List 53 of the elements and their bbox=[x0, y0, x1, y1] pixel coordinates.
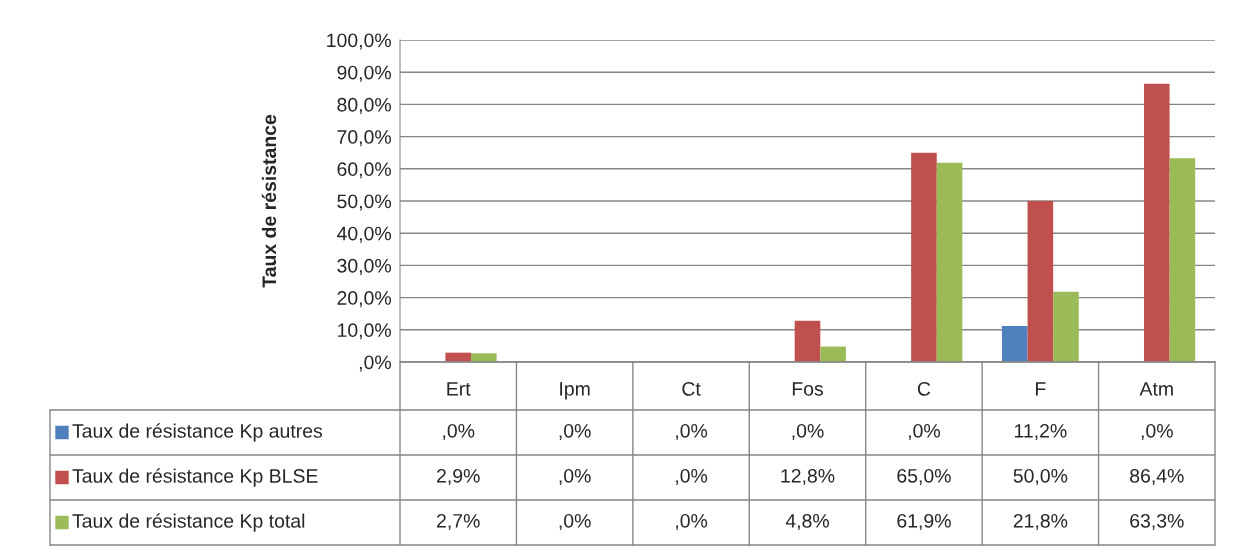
data-label: ,0% bbox=[908, 423, 940, 441]
data-label: ,0% bbox=[443, 423, 475, 441]
bar bbox=[1169, 158, 1196, 362]
data-label: 12,8% bbox=[781, 468, 835, 486]
bar bbox=[1143, 83, 1170, 362]
y-tick-label: 90,0% bbox=[337, 65, 391, 82]
y-tick-label: 60,0% bbox=[337, 162, 391, 179]
x-tick-label: Ct bbox=[682, 381, 701, 396]
data-label: 50,0% bbox=[1013, 468, 1068, 486]
y-tick-label: 50,0% bbox=[337, 194, 391, 211]
data-label: ,0% bbox=[792, 423, 824, 441]
y-tick-label: 70,0% bbox=[337, 130, 391, 147]
data-label: 2,9% bbox=[437, 468, 480, 486]
bar bbox=[820, 346, 846, 362]
x-tick-label: Atm bbox=[1139, 382, 1173, 396]
data-label: 86,4% bbox=[1130, 468, 1184, 486]
data-label: ,0% bbox=[559, 423, 591, 441]
y-tick-label: 10,0% bbox=[338, 323, 391, 340]
data-label: 65,0% bbox=[897, 468, 951, 486]
legend-label: Taux de résistance Kp BLSE bbox=[72, 468, 318, 487]
bar bbox=[911, 152, 937, 362]
bar bbox=[1027, 201, 1054, 362]
y-tick-label: 30,0% bbox=[337, 258, 391, 275]
data-label: 2,7% bbox=[437, 513, 480, 531]
data-label: 63,3% bbox=[1130, 513, 1184, 531]
data-label: ,0% bbox=[559, 513, 591, 531]
data-label: ,0% bbox=[676, 468, 708, 486]
bar bbox=[1053, 291, 1079, 362]
data-label: ,0% bbox=[676, 423, 708, 441]
y-tick-label: ,0% bbox=[359, 355, 391, 372]
y-axis-title: Taux de résistance bbox=[261, 114, 277, 288]
data-label: 4,8% bbox=[785, 513, 829, 531]
data-label: 11,2% bbox=[1014, 423, 1067, 441]
bar bbox=[1001, 325, 1028, 362]
y-tick-label: 100,0% bbox=[327, 33, 391, 50]
legend-label: Taux de résistance Kp total bbox=[72, 513, 305, 532]
bar bbox=[794, 320, 821, 362]
bar bbox=[471, 353, 497, 362]
y-tick-label: 40,0% bbox=[336, 226, 391, 243]
x-tick-label: Fos bbox=[792, 382, 824, 396]
data-label: ,0% bbox=[559, 468, 591, 486]
x-tick-label: C bbox=[917, 381, 931, 396]
bar bbox=[936, 162, 963, 362]
y-tick-label: 20,0% bbox=[337, 291, 391, 308]
x-tick-label: F bbox=[1036, 382, 1046, 396]
x-tick-label: Ert bbox=[447, 382, 471, 396]
data-label: ,0% bbox=[1141, 423, 1173, 441]
data-label: ,0% bbox=[676, 513, 708, 531]
data-label: 61,9% bbox=[897, 513, 951, 531]
x-tick-label: Ipm bbox=[560, 382, 590, 400]
data-label: 21,8% bbox=[1013, 513, 1068, 531]
y-tick-label: 80,0% bbox=[337, 97, 391, 114]
legend-label: Taux de résistance Kp autres bbox=[72, 423, 323, 442]
